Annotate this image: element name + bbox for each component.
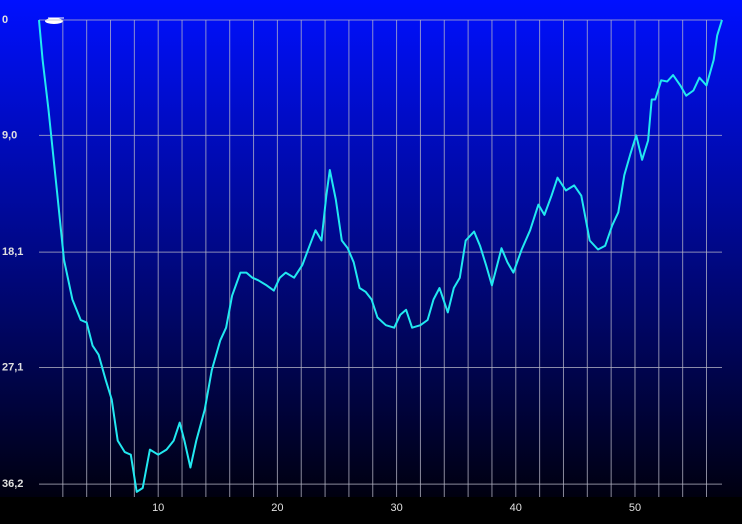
- y-tick-label: 36,2: [2, 478, 23, 490]
- x-tick-label: 30: [390, 502, 402, 514]
- plot-background: [0, 0, 742, 497]
- y-tick-label: 18,1: [2, 246, 23, 258]
- x-tick-label: 50: [629, 502, 641, 514]
- depth-line: [38, 19, 723, 493]
- x-tick-label: 10: [152, 502, 164, 514]
- y-tick-label: 0: [2, 14, 8, 26]
- y-tick-label: 27,1: [2, 361, 23, 373]
- axis-band: [0, 497, 742, 524]
- y-tick-label: 9,0: [2, 129, 17, 141]
- x-tick-label: 40: [510, 502, 522, 514]
- x-tick-label: 20: [271, 502, 283, 514]
